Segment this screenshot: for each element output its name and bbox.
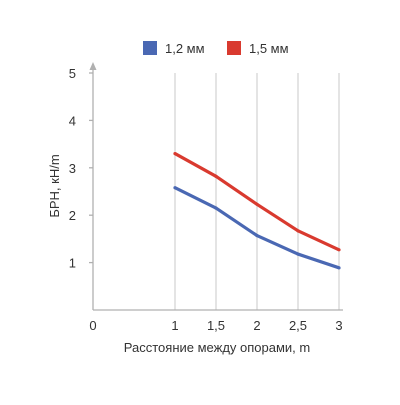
x-axis-label: Расстояние между опорами, m <box>124 340 310 355</box>
data-point-2-2 <box>214 174 218 178</box>
y-tick-label-1: 1 <box>69 256 76 271</box>
x-tick-label-1: 1 <box>171 318 178 333</box>
y-tick-label-5: 5 <box>69 66 76 81</box>
legend-swatch-1 <box>143 41 157 55</box>
data-point-1-3 <box>255 233 259 238</box>
data-point-1-1 <box>173 186 177 190</box>
y-axis-label: БРН, кН/m <box>47 154 62 217</box>
y-axis-arrow <box>89 62 97 70</box>
legend-label-2: 1,5 мм <box>249 41 289 56</box>
legend-label-1: 1,2 мм <box>165 41 205 56</box>
legend-swatch-2 <box>227 41 241 55</box>
grid-lines <box>174 73 340 310</box>
data-point-2-5 <box>337 248 341 252</box>
y-tick-label-3: 3 <box>69 161 76 176</box>
y-tick-label-4: 4 <box>69 113 76 128</box>
tick-labels: 1 2 3 4 5 0 1 1,5 2 2,5 3 <box>69 66 343 333</box>
data-point-1-5 <box>337 266 341 270</box>
legend: 1,2 мм 1,5 мм <box>143 41 289 56</box>
data-point-1-2 <box>214 206 218 210</box>
x-tick-label-0: 0 <box>89 318 96 333</box>
data-point-2-1 <box>173 151 177 156</box>
y-tick-label-2: 2 <box>69 208 76 223</box>
data-point-2-3 <box>255 202 259 206</box>
data-point-2-4 <box>296 229 300 233</box>
x-tick-label-2: 2 <box>253 318 260 333</box>
series-lines <box>173 151 341 270</box>
x-tick-label-3: 3 <box>335 318 342 333</box>
axes <box>89 62 343 311</box>
data-point-1-4 <box>296 252 300 256</box>
x-tick-label-1,5: 1,5 <box>207 318 225 333</box>
x-tick-label-2,5: 2,5 <box>289 318 307 333</box>
